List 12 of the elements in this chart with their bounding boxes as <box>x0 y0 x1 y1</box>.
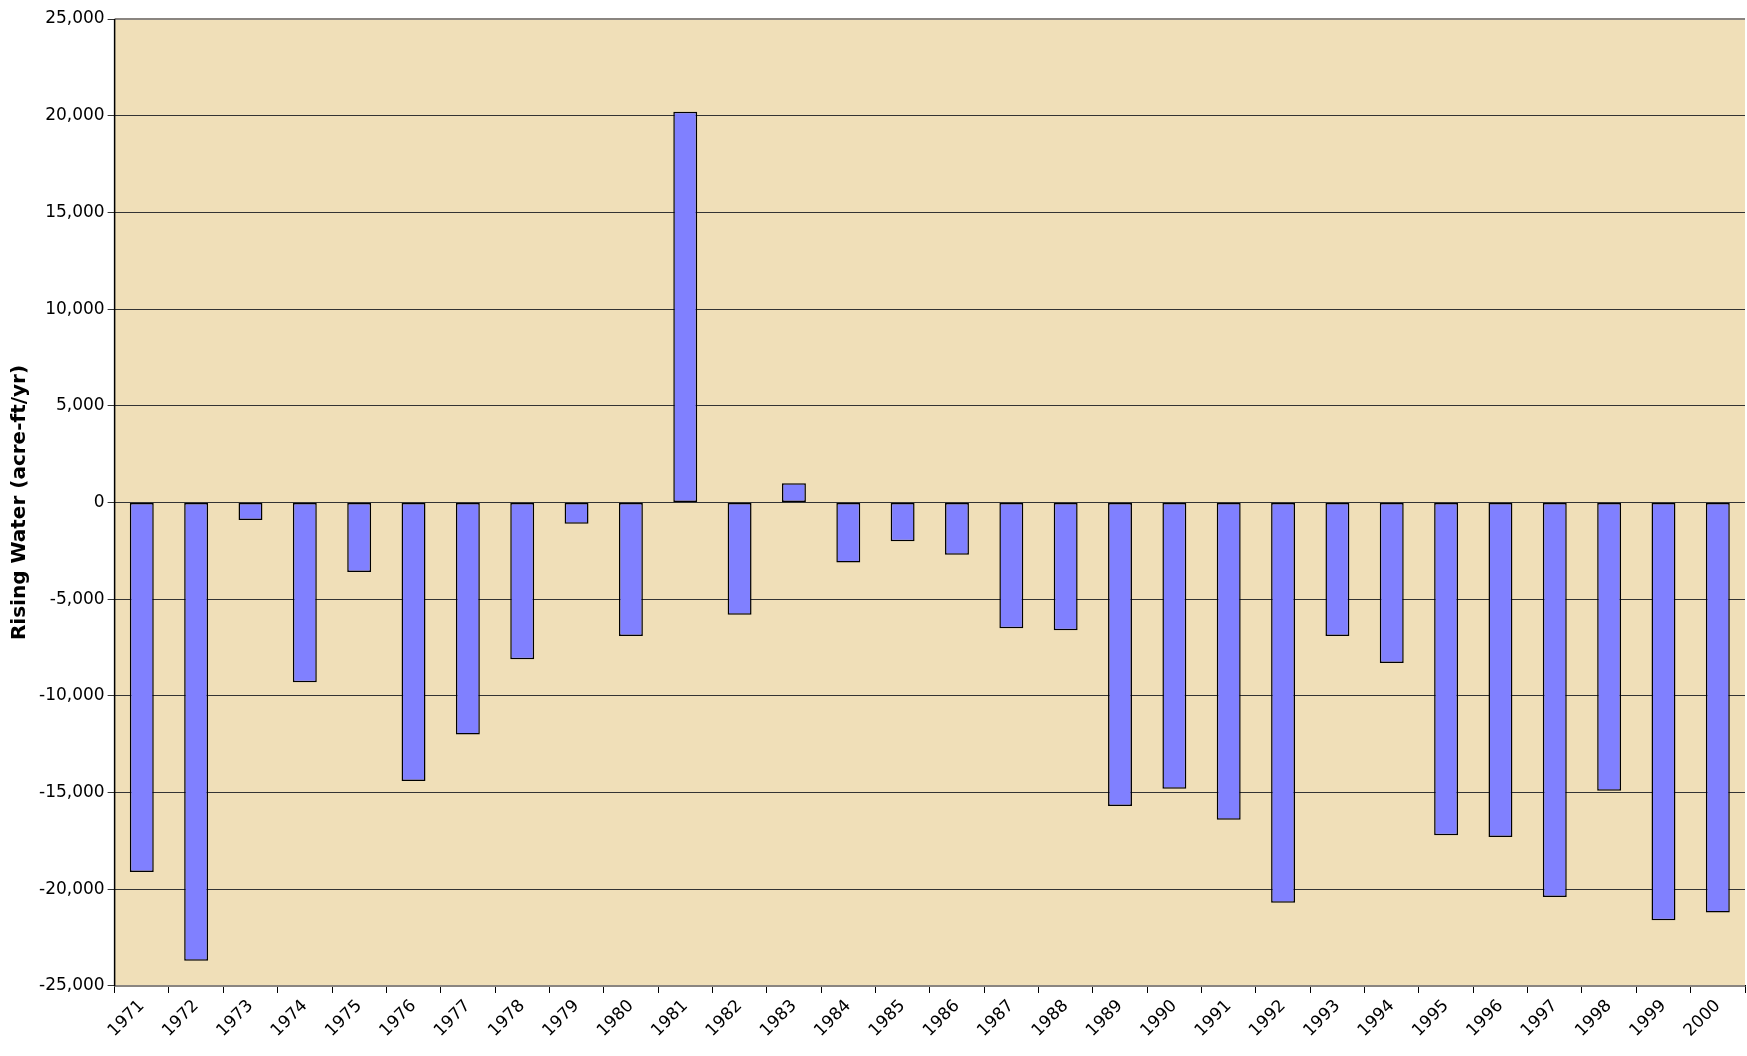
y-tick-label: -15,000 <box>38 781 105 802</box>
y-axis-title: Rising Water (acre-ft/yr) <box>6 364 31 641</box>
y-tick-label: 15,000 <box>45 200 105 221</box>
y-tick-label: -5,000 <box>49 587 105 608</box>
y-tick-label: -10,000 <box>38 684 105 705</box>
y-tick-label: -25,000 <box>38 974 105 995</box>
y-tick-label: 10,000 <box>45 297 105 318</box>
y-tick-label: 20,000 <box>45 104 105 125</box>
y-tick-label: 25,000 <box>45 7 105 28</box>
y-tick-label: 0 <box>93 490 105 511</box>
y-tick-label: -20,000 <box>38 877 105 898</box>
y-tick-label: 5,000 <box>55 394 105 415</box>
